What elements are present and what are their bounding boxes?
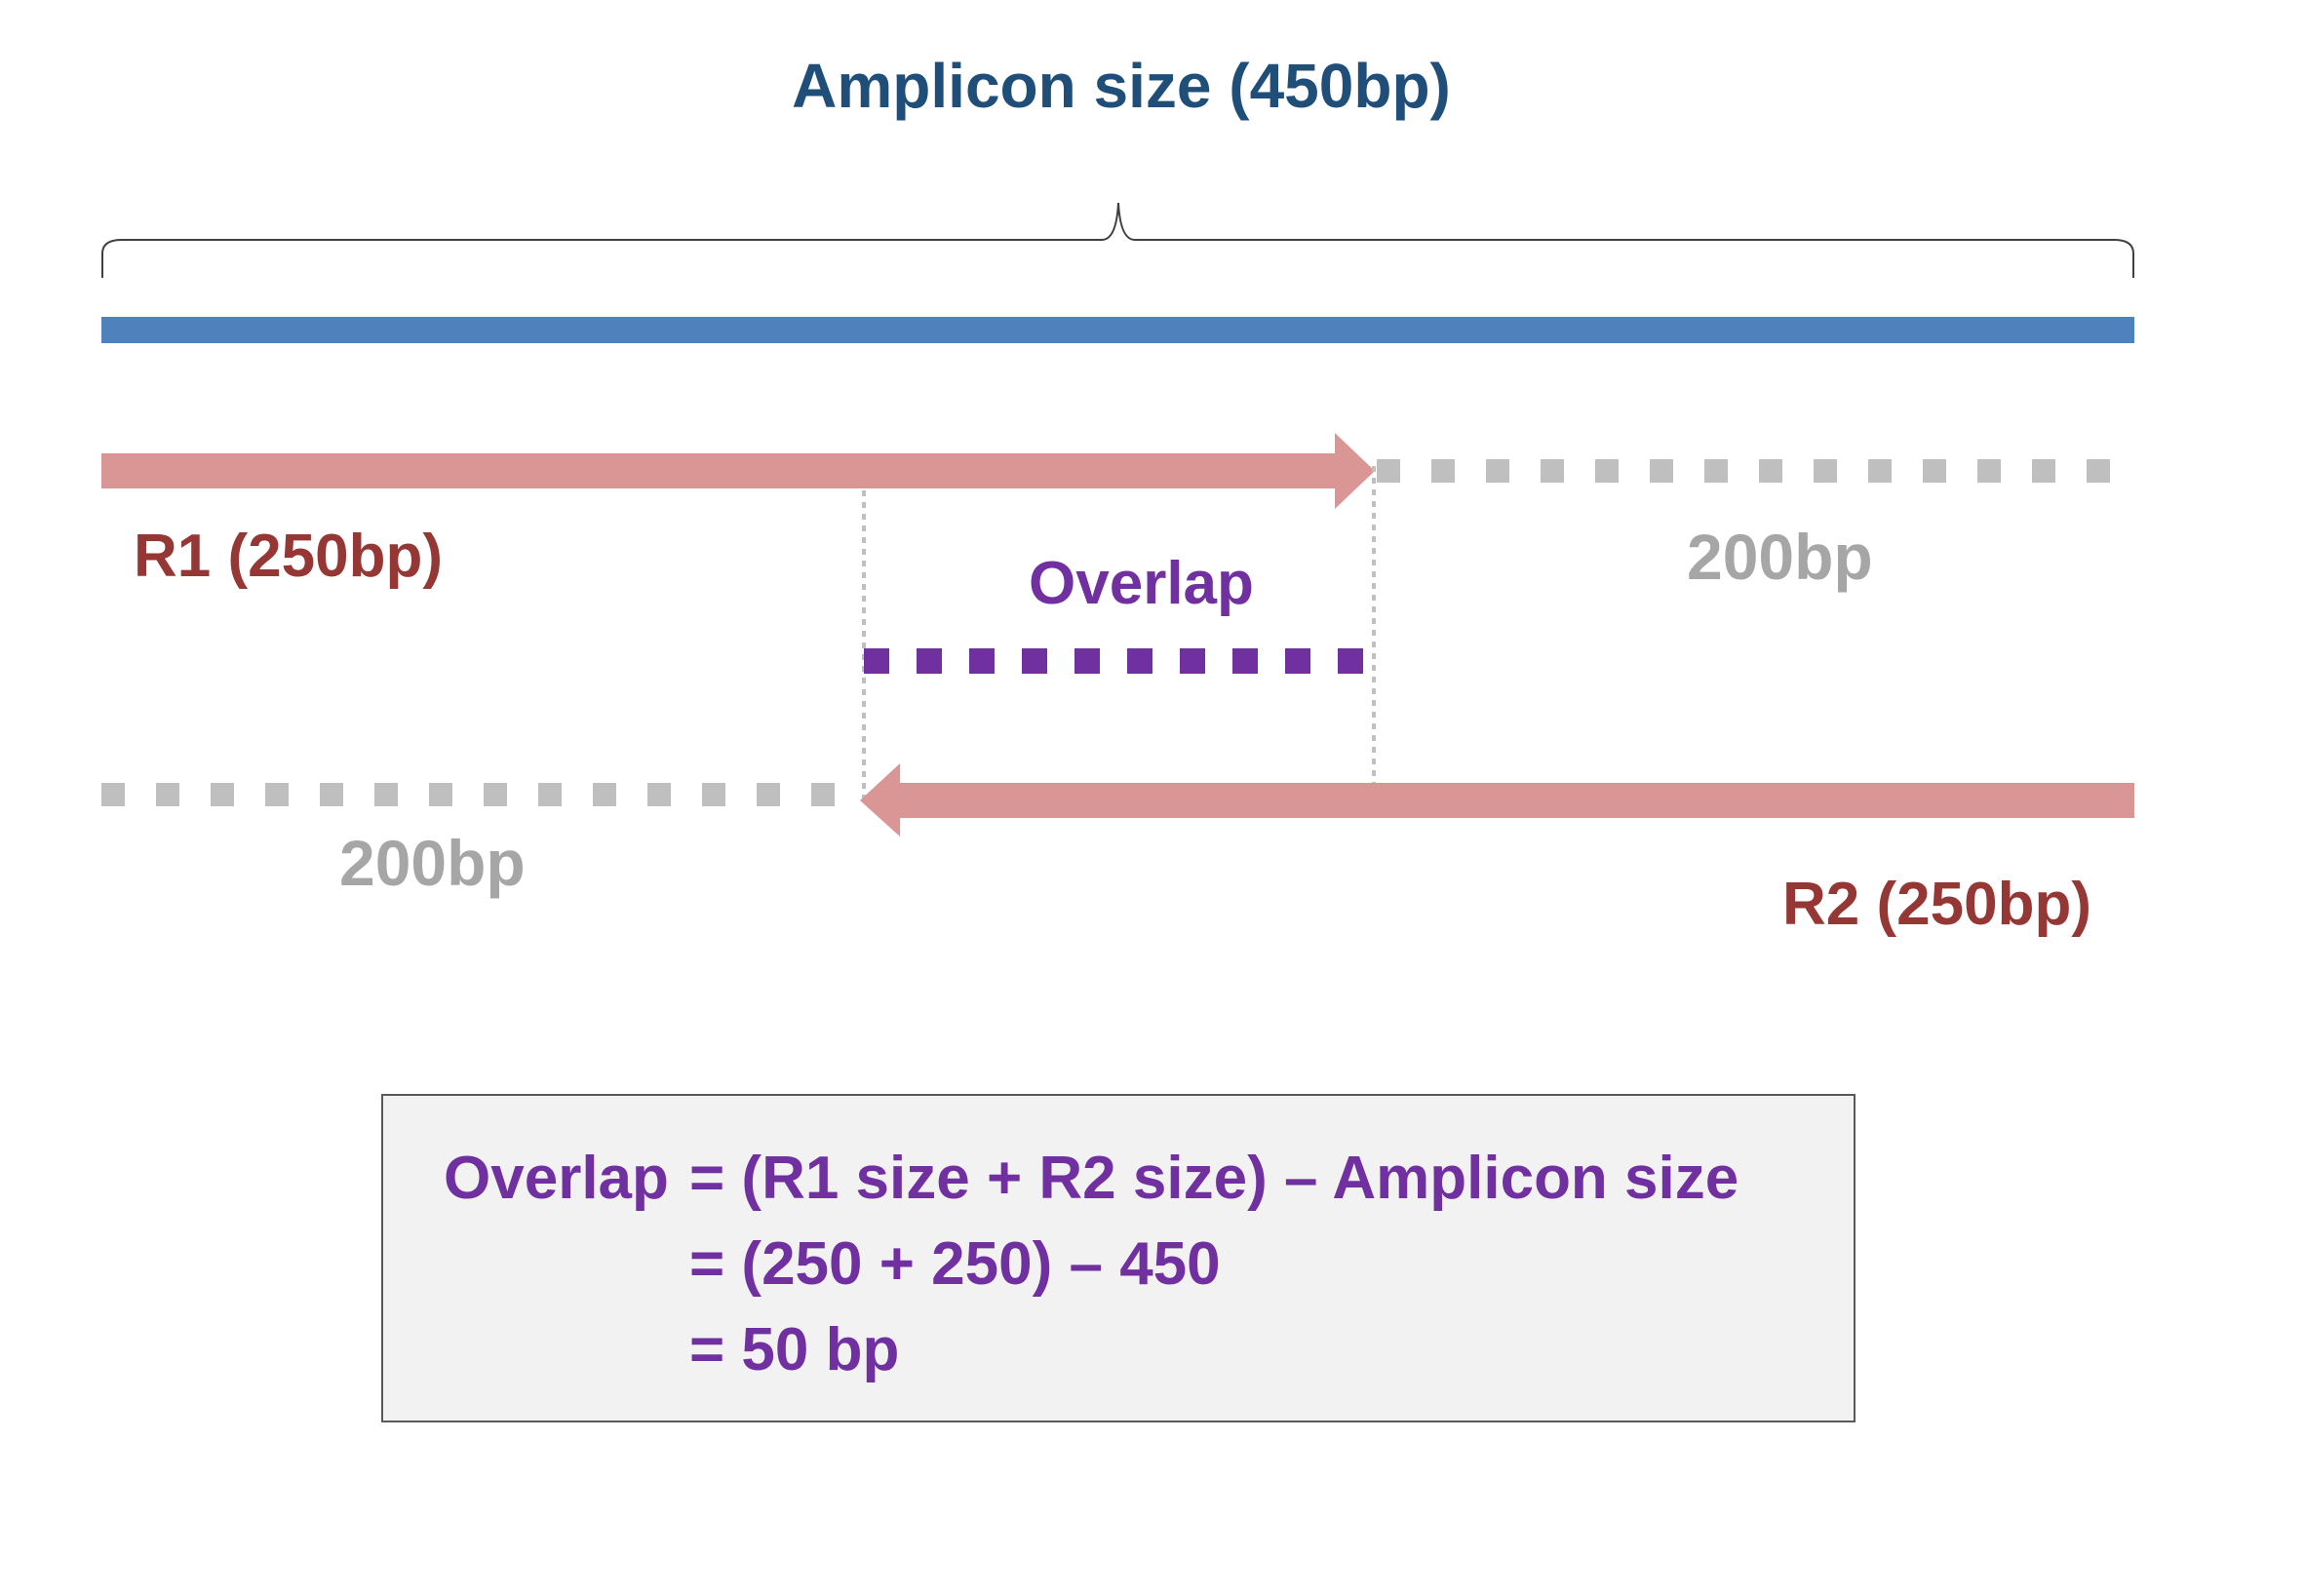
overlap-label: Overlap bbox=[1029, 550, 1254, 617]
r2-label: R2 (250bp) bbox=[1782, 871, 2091, 938]
r1-arrow-shaft bbox=[101, 453, 1335, 488]
r2-gap-label: 200bp bbox=[339, 827, 526, 899]
amplicon-title: Amplicon size (450bp) bbox=[792, 51, 1451, 121]
formula-label: Overlap bbox=[444, 1145, 669, 1212]
formula-line-2: = (250 + 250) – 450 bbox=[689, 1230, 1221, 1298]
amplicon-brace bbox=[101, 202, 2134, 278]
r1-arrow-head bbox=[1335, 433, 1375, 509]
r1-gap-label: 200bp bbox=[1687, 521, 1873, 593]
r1-label: R1 (250bp) bbox=[134, 523, 443, 590]
r2-arrow-head bbox=[860, 763, 900, 837]
formula-line-1: = (R1 size + R2 size) – Amplicon size bbox=[689, 1145, 1739, 1212]
formula-line-3: = 50 bp bbox=[689, 1316, 900, 1383]
formula-box: Overlap = (R1 size + R2 size) – Amplicon… bbox=[381, 1094, 1856, 1422]
amplicon-bar bbox=[101, 317, 2134, 343]
r2-arrow-shaft bbox=[900, 783, 2134, 818]
